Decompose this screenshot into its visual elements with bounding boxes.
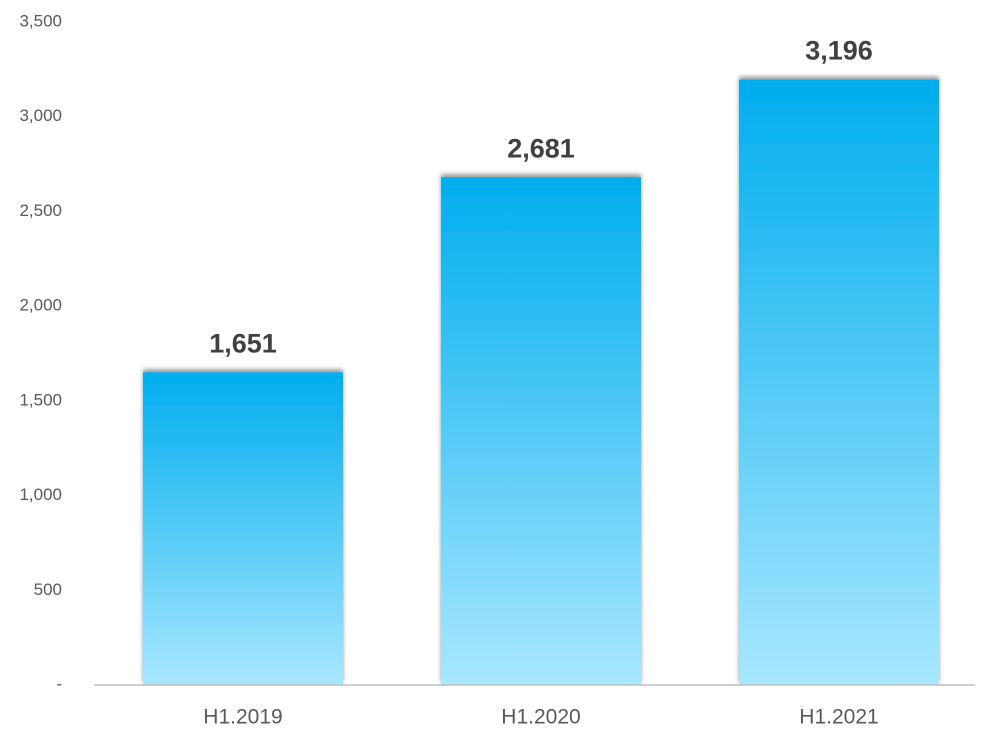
x-tick-label: H1.2021 [799,706,878,729]
y-tick-label: 2,500 [19,201,62,220]
y-tick-label: 2,000 [19,296,62,315]
y-tick-label: - [56,674,62,693]
x-tick-label: H1.2020 [501,706,580,729]
y-tick-label: 1,000 [19,485,62,504]
y-tick-label: 3,000 [19,106,62,125]
value-label: 2,681 [507,133,575,163]
bar [143,372,343,685]
y-tick-label: 1,500 [19,390,62,409]
x-tick-label: H1.2019 [203,706,282,729]
bar [739,79,939,685]
value-label: 3,196 [805,36,873,66]
value-label: 1,651 [209,328,277,358]
bar [441,177,641,685]
y-tick-label: 3,500 [19,11,62,30]
y-tick-label: 500 [34,580,62,599]
